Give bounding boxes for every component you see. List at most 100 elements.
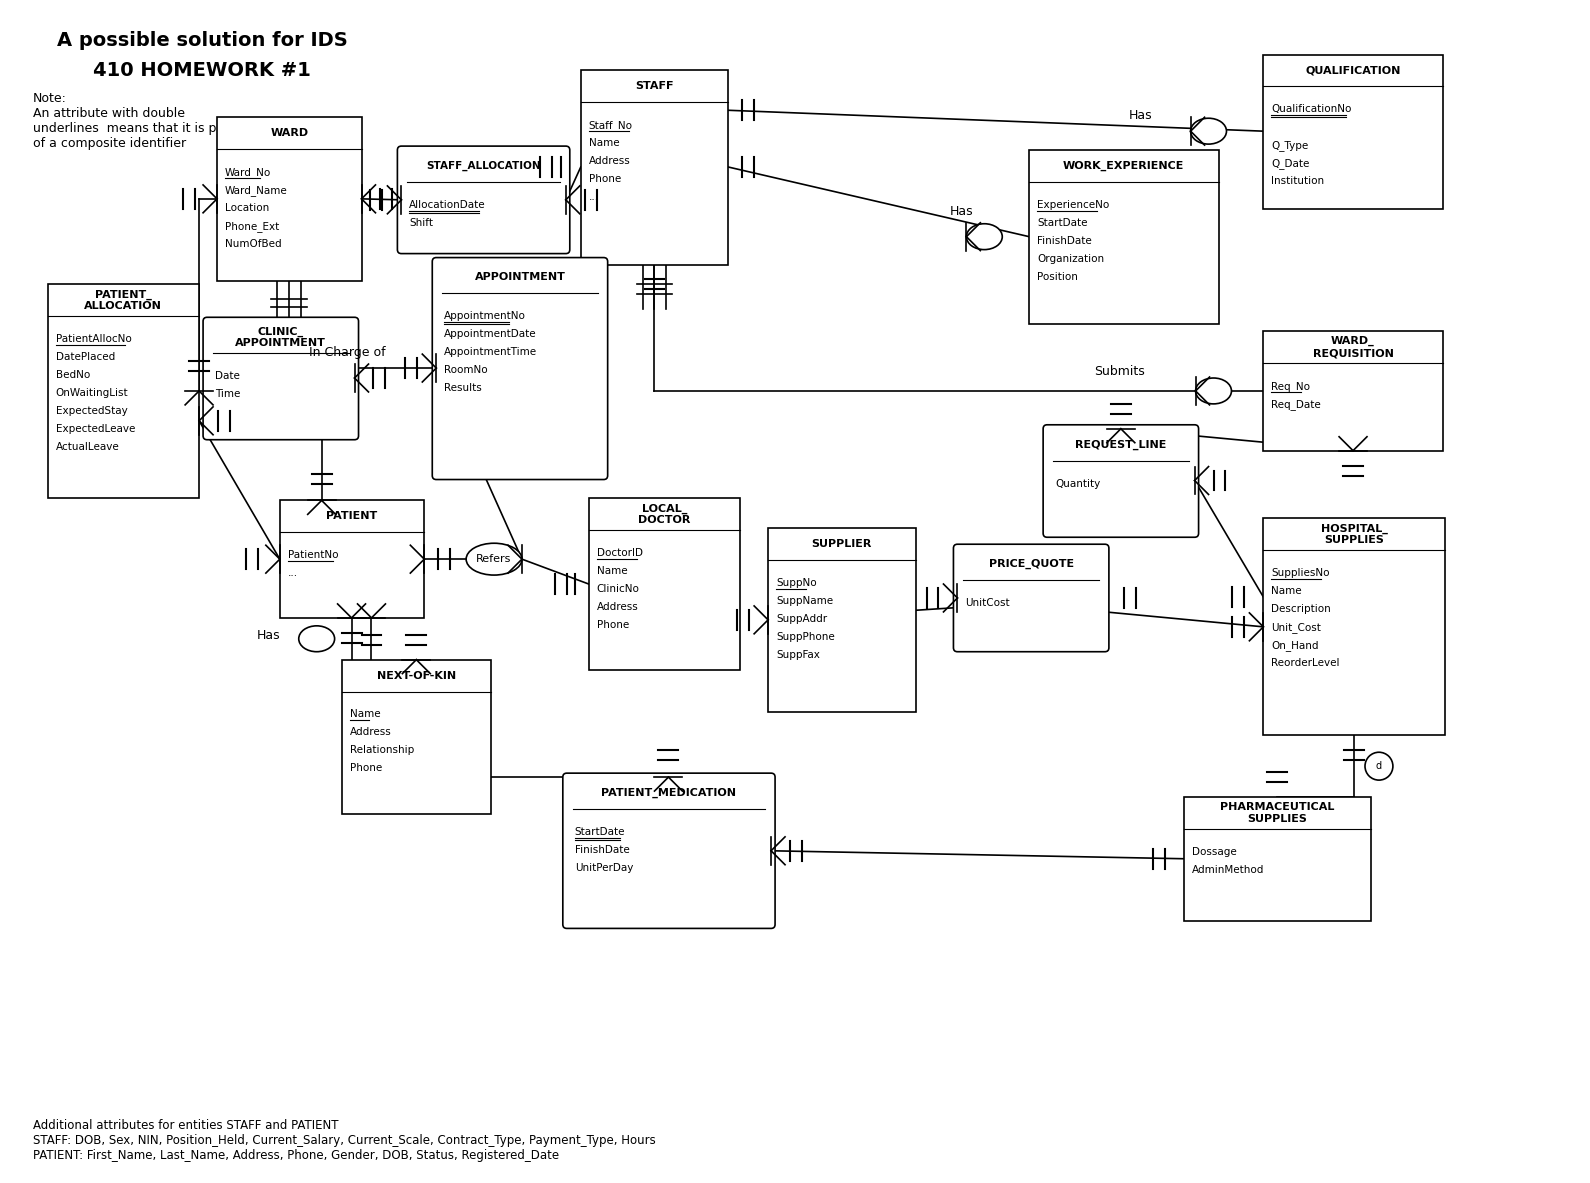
Text: Organization: Organization — [1037, 253, 1105, 264]
Ellipse shape — [1364, 752, 1393, 780]
Text: SuppNo: SuppNo — [776, 578, 817, 588]
Text: Has: Has — [949, 205, 973, 218]
Text: Staff_No: Staff_No — [588, 121, 633, 131]
Text: On_Hand: On_Hand — [1272, 640, 1318, 651]
Text: ExperienceNo: ExperienceNo — [1037, 200, 1110, 209]
FancyBboxPatch shape — [563, 774, 774, 929]
Text: Quantity: Quantity — [1056, 479, 1100, 489]
Text: Name: Name — [596, 567, 628, 576]
Text: Req_No: Req_No — [1272, 381, 1310, 392]
Text: UnitCost: UnitCost — [965, 597, 1010, 608]
Text: 410 HOMEWORK #1: 410 HOMEWORK #1 — [94, 60, 312, 79]
FancyBboxPatch shape — [398, 147, 569, 253]
Text: PATIENT: PATIENT — [326, 511, 378, 522]
Text: LOCAL_
DOCTOR: LOCAL_ DOCTOR — [638, 504, 690, 525]
Text: ExpectedLeave: ExpectedLeave — [56, 424, 135, 434]
Text: Location: Location — [226, 202, 269, 213]
Text: DatePlaced: DatePlaced — [56, 353, 114, 362]
Text: PatientAllocNo: PatientAllocNo — [56, 335, 132, 344]
Text: Relationship: Relationship — [350, 745, 413, 755]
Ellipse shape — [967, 224, 1002, 250]
Text: SuppAddr: SuppAddr — [776, 614, 827, 623]
Text: SuppName: SuppName — [776, 596, 833, 606]
Text: Ward_Name: Ward_Name — [226, 185, 288, 196]
Text: Note:
An attribute with double
underlines  means that it is part
of a composite : Note: An attribute with double underline… — [33, 92, 234, 150]
Text: DoctorID: DoctorID — [596, 548, 642, 558]
Text: Phone_Ext: Phone_Ext — [226, 221, 280, 232]
Text: Has: Has — [1129, 109, 1153, 122]
Text: NumOfBed: NumOfBed — [226, 239, 281, 248]
Text: Req_Date: Req_Date — [1272, 399, 1321, 409]
Text: Phone: Phone — [588, 174, 622, 185]
Text: Time: Time — [215, 389, 240, 399]
Text: Q_Date: Q_Date — [1272, 159, 1310, 169]
FancyBboxPatch shape — [580, 71, 728, 265]
Text: QUALIFICATION: QUALIFICATION — [1305, 65, 1401, 76]
FancyBboxPatch shape — [1264, 54, 1442, 209]
Text: StartDate: StartDate — [1037, 218, 1088, 228]
Ellipse shape — [1196, 379, 1232, 403]
Text: Phone: Phone — [350, 763, 382, 774]
Text: SuppFax: SuppFax — [776, 649, 820, 660]
Text: WARD: WARD — [270, 128, 308, 138]
Text: Name: Name — [350, 710, 380, 719]
Text: STAFF_ALLOCATION: STAFF_ALLOCATION — [426, 161, 541, 172]
Text: A possible solution for IDS: A possible solution for IDS — [57, 31, 348, 50]
Text: Refers: Refers — [477, 554, 512, 564]
Text: REQUEST_LINE: REQUEST_LINE — [1075, 440, 1167, 450]
Text: NEXT-OF-KIN: NEXT-OF-KIN — [377, 671, 456, 680]
FancyBboxPatch shape — [1029, 150, 1218, 324]
Text: FinishDate: FinishDate — [1037, 235, 1092, 246]
Text: Institution: Institution — [1272, 176, 1324, 186]
Text: PatientNo: PatientNo — [288, 550, 339, 561]
Text: APPOINTMENT: APPOINTMENT — [474, 272, 566, 283]
Text: SuppliesNo: SuppliesNo — [1272, 568, 1329, 578]
FancyBboxPatch shape — [342, 660, 491, 814]
Text: BedNo: BedNo — [56, 370, 91, 380]
Text: Description: Description — [1272, 605, 1331, 614]
Text: OnWaitingList: OnWaitingList — [56, 388, 129, 397]
Text: Name: Name — [1272, 586, 1302, 596]
Text: UnitPerDay: UnitPerDay — [574, 862, 633, 873]
Ellipse shape — [1191, 118, 1226, 144]
Text: Date: Date — [215, 371, 240, 381]
Text: AllocationDate: AllocationDate — [409, 200, 487, 209]
FancyBboxPatch shape — [954, 544, 1108, 652]
Text: Ward_No: Ward_No — [226, 167, 272, 177]
Text: FinishDate: FinishDate — [574, 845, 630, 855]
FancyBboxPatch shape — [48, 284, 199, 498]
Text: Results: Results — [444, 383, 482, 393]
Text: AdminMethod: AdminMethod — [1191, 865, 1264, 874]
Text: Address: Address — [596, 602, 639, 612]
FancyBboxPatch shape — [768, 529, 916, 712]
Text: HOSPITAL_
SUPPLIES: HOSPITAL_ SUPPLIES — [1321, 523, 1388, 545]
Text: ...: ... — [288, 568, 297, 578]
Text: Name: Name — [588, 138, 620, 148]
Text: PATIENT_MEDICATION: PATIENT_MEDICATION — [601, 788, 736, 799]
Text: ActualLeave: ActualLeave — [56, 441, 119, 452]
Text: Q_Type: Q_Type — [1272, 140, 1309, 151]
Text: Additional attributes for entities STAFF and PATIENT
STAFF: DOB, Sex, NIN, Posit: Additional attributes for entities STAFF… — [33, 1118, 655, 1162]
Text: Unit_Cost: Unit_Cost — [1272, 622, 1321, 633]
Text: ExpectedStay: ExpectedStay — [56, 406, 127, 416]
Text: AppointmentTime: AppointmentTime — [444, 347, 537, 357]
Text: STAFF: STAFF — [636, 82, 674, 91]
Text: PATIENT_
ALLOCATION: PATIENT_ ALLOCATION — [84, 290, 162, 311]
Text: AppointmentDate: AppointmentDate — [444, 329, 537, 340]
Text: StartDate: StartDate — [574, 827, 625, 836]
Ellipse shape — [299, 626, 334, 652]
Text: WORK_EXPERIENCE: WORK_EXPERIENCE — [1064, 161, 1185, 172]
Ellipse shape — [466, 543, 522, 575]
FancyBboxPatch shape — [204, 317, 358, 440]
Text: Has: Has — [258, 629, 280, 641]
Text: ReorderLevel: ReorderLevel — [1272, 658, 1340, 667]
Text: PRICE_QUOTE: PRICE_QUOTE — [989, 560, 1073, 569]
Text: RoomNo: RoomNo — [444, 366, 488, 375]
Text: In Charge of: In Charge of — [308, 347, 385, 360]
Text: ClinicNo: ClinicNo — [596, 584, 639, 594]
Text: ...: ... — [588, 192, 599, 202]
FancyBboxPatch shape — [1264, 518, 1445, 736]
Text: Position: Position — [1037, 272, 1078, 282]
Text: WARD_
REQUISITION: WARD_ REQUISITION — [1313, 336, 1393, 358]
Text: SuppPhone: SuppPhone — [776, 632, 835, 642]
